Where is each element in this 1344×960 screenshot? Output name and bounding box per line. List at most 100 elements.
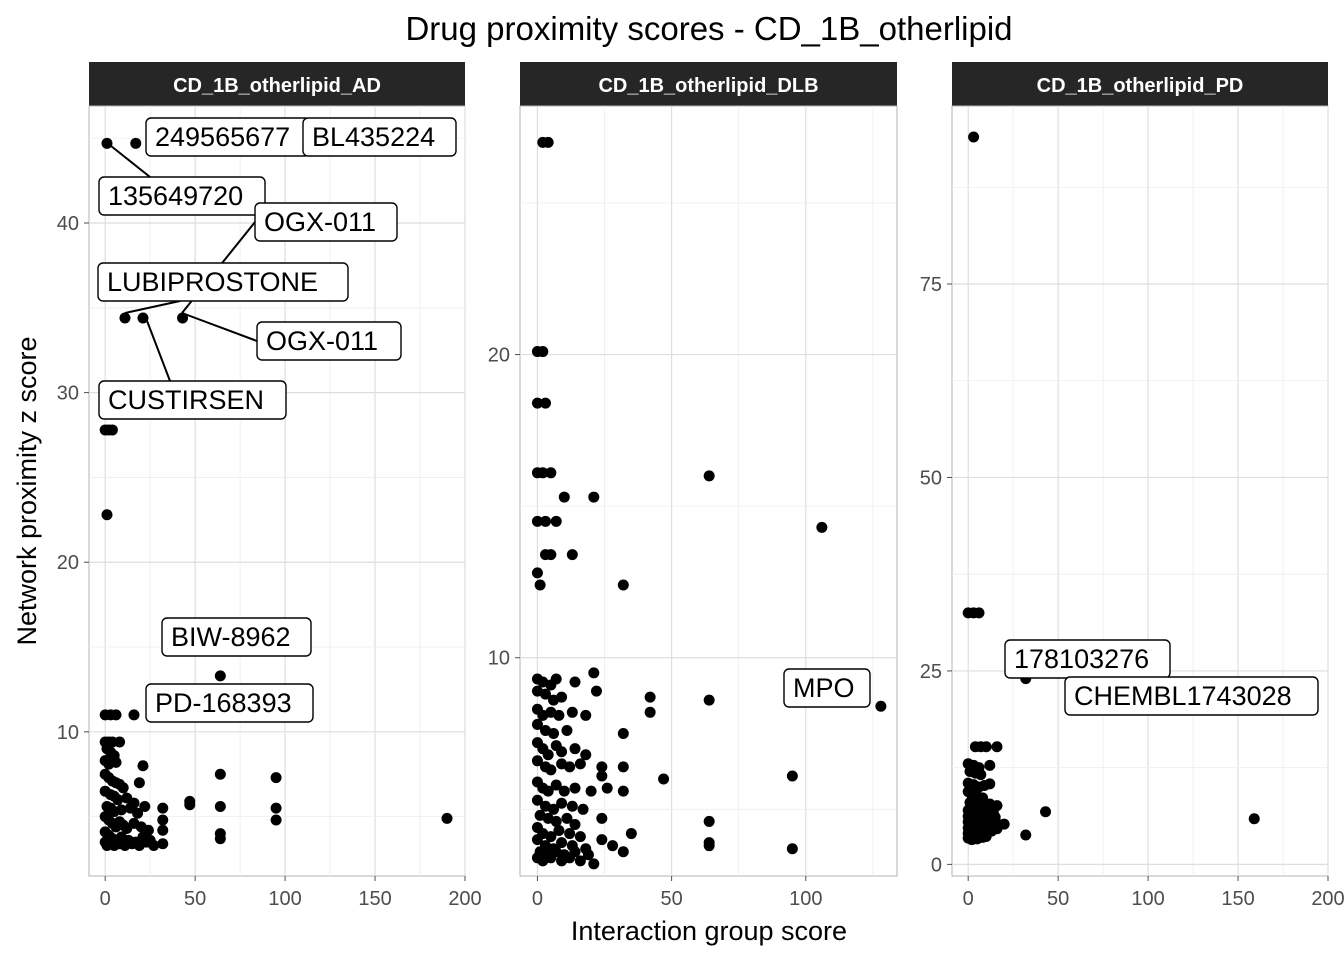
data-point <box>574 831 586 843</box>
data-point <box>601 782 613 794</box>
data-point <box>968 131 980 143</box>
data-point <box>569 818 581 830</box>
data-point <box>973 607 985 619</box>
label-leader-line <box>124 300 181 314</box>
data-point <box>703 815 715 827</box>
y-tick-label: 20 <box>488 345 510 367</box>
data-point <box>574 758 586 770</box>
point-label: CUSTIRSEN <box>98 380 287 420</box>
point-label: PD-168393 <box>145 683 314 723</box>
panel-CD_1B_otherlipid_DLB: CD_1B_otherlipid_DLB 0 50 100 10 20 MPO <box>488 62 898 910</box>
point-label: BIW-8962 <box>161 617 312 657</box>
point-label: 135649720 <box>98 176 266 216</box>
point-labels: 178103276 CHEMBL1743028 <box>1004 639 1319 716</box>
point-label-text: LUBIPROSTONE <box>107 267 318 297</box>
data-point <box>553 825 565 837</box>
point-label-text: BIW-8962 <box>171 622 291 652</box>
data-point <box>539 688 551 700</box>
x-tick-label: 100 <box>789 888 822 910</box>
point-label: LUBIPROSTONE <box>97 262 349 302</box>
data-point <box>128 709 140 721</box>
point-label-box <box>145 683 314 723</box>
data-point <box>545 549 557 561</box>
data-point <box>566 706 578 718</box>
data-point <box>617 728 629 740</box>
point-label: 249565677 <box>145 117 311 157</box>
data-point <box>561 812 573 824</box>
point-label-text: CUSTIRSEN <box>108 385 264 415</box>
data-point <box>596 812 608 824</box>
data-point <box>569 782 581 794</box>
data-point <box>588 491 600 503</box>
data-point <box>115 804 127 816</box>
chart-title: Drug proximity scores - CD_1B_otherlipid <box>405 10 1012 47</box>
data-point <box>644 706 656 718</box>
x-tick-label: 0 <box>532 888 543 910</box>
data-point <box>101 509 113 521</box>
data-point <box>580 709 592 721</box>
data-point <box>569 743 581 755</box>
facet-strip-label: CD_1B_otherlipid_DLB <box>598 75 818 97</box>
data-point <box>553 709 565 721</box>
data-point <box>984 778 996 790</box>
facet-strip <box>520 62 897 106</box>
point-label: 178103276 <box>1004 639 1171 679</box>
data-point <box>270 814 282 826</box>
x-tick-label: 150 <box>1221 888 1254 910</box>
point-label-box <box>302 117 457 157</box>
point-label-text: OGX-011 <box>264 207 376 237</box>
data-point <box>607 840 619 852</box>
data-point <box>550 515 562 527</box>
data-point <box>531 567 543 579</box>
data-point <box>539 515 551 527</box>
data-point <box>566 800 578 812</box>
panel-background <box>519 105 898 877</box>
data-point <box>980 741 992 753</box>
point-label-text: CHEMBL1743028 <box>1074 681 1292 711</box>
data-point <box>531 718 543 730</box>
data-point <box>184 799 196 811</box>
x-tick-label: 50 <box>184 888 206 910</box>
data-point <box>550 673 562 685</box>
x-tick-label: 50 <box>1047 888 1069 910</box>
data-point <box>556 797 568 809</box>
point-label-text: BL435224 <box>312 122 435 152</box>
data-point <box>564 828 576 840</box>
data-point <box>991 823 1003 835</box>
data-point <box>270 802 282 814</box>
data-point <box>564 761 576 773</box>
point-label: OGX-011 <box>256 321 402 361</box>
data-point <box>548 803 560 815</box>
panel-CD_1B_otherlipid_AD: CD_1B_otherlipid_AD 0 50 100 150 200 10 20 30 40 2… <box>57 62 482 910</box>
data-point <box>110 709 122 721</box>
point-label-text: PD-168393 <box>155 688 292 718</box>
x-tick-label: 100 <box>268 888 301 910</box>
data-point <box>177 312 189 324</box>
point-label-box <box>783 668 871 708</box>
data-point <box>1020 829 1032 841</box>
data-point <box>617 579 629 591</box>
point-label-box <box>256 321 402 361</box>
data-point <box>117 782 129 794</box>
label-leader-line <box>181 312 258 342</box>
data-point <box>991 741 1003 753</box>
data-point <box>214 768 226 780</box>
data-point <box>1040 806 1052 818</box>
data-point <box>133 777 145 789</box>
panel-background <box>951 105 1329 877</box>
point-label: OGX-011 <box>254 202 398 242</box>
point-label-box <box>161 617 312 657</box>
facet-strip <box>89 62 465 106</box>
data-point <box>539 397 551 409</box>
data-point <box>112 794 124 806</box>
data-point <box>542 136 554 148</box>
point-label: CHEMBL1743028 <box>1064 676 1319 716</box>
data-point <box>984 759 996 771</box>
data-point <box>132 807 144 819</box>
data-point <box>574 855 586 867</box>
data-points <box>531 136 887 870</box>
x-tick-label: 50 <box>660 888 682 910</box>
point-label-box <box>97 262 349 302</box>
data-point <box>977 831 989 843</box>
